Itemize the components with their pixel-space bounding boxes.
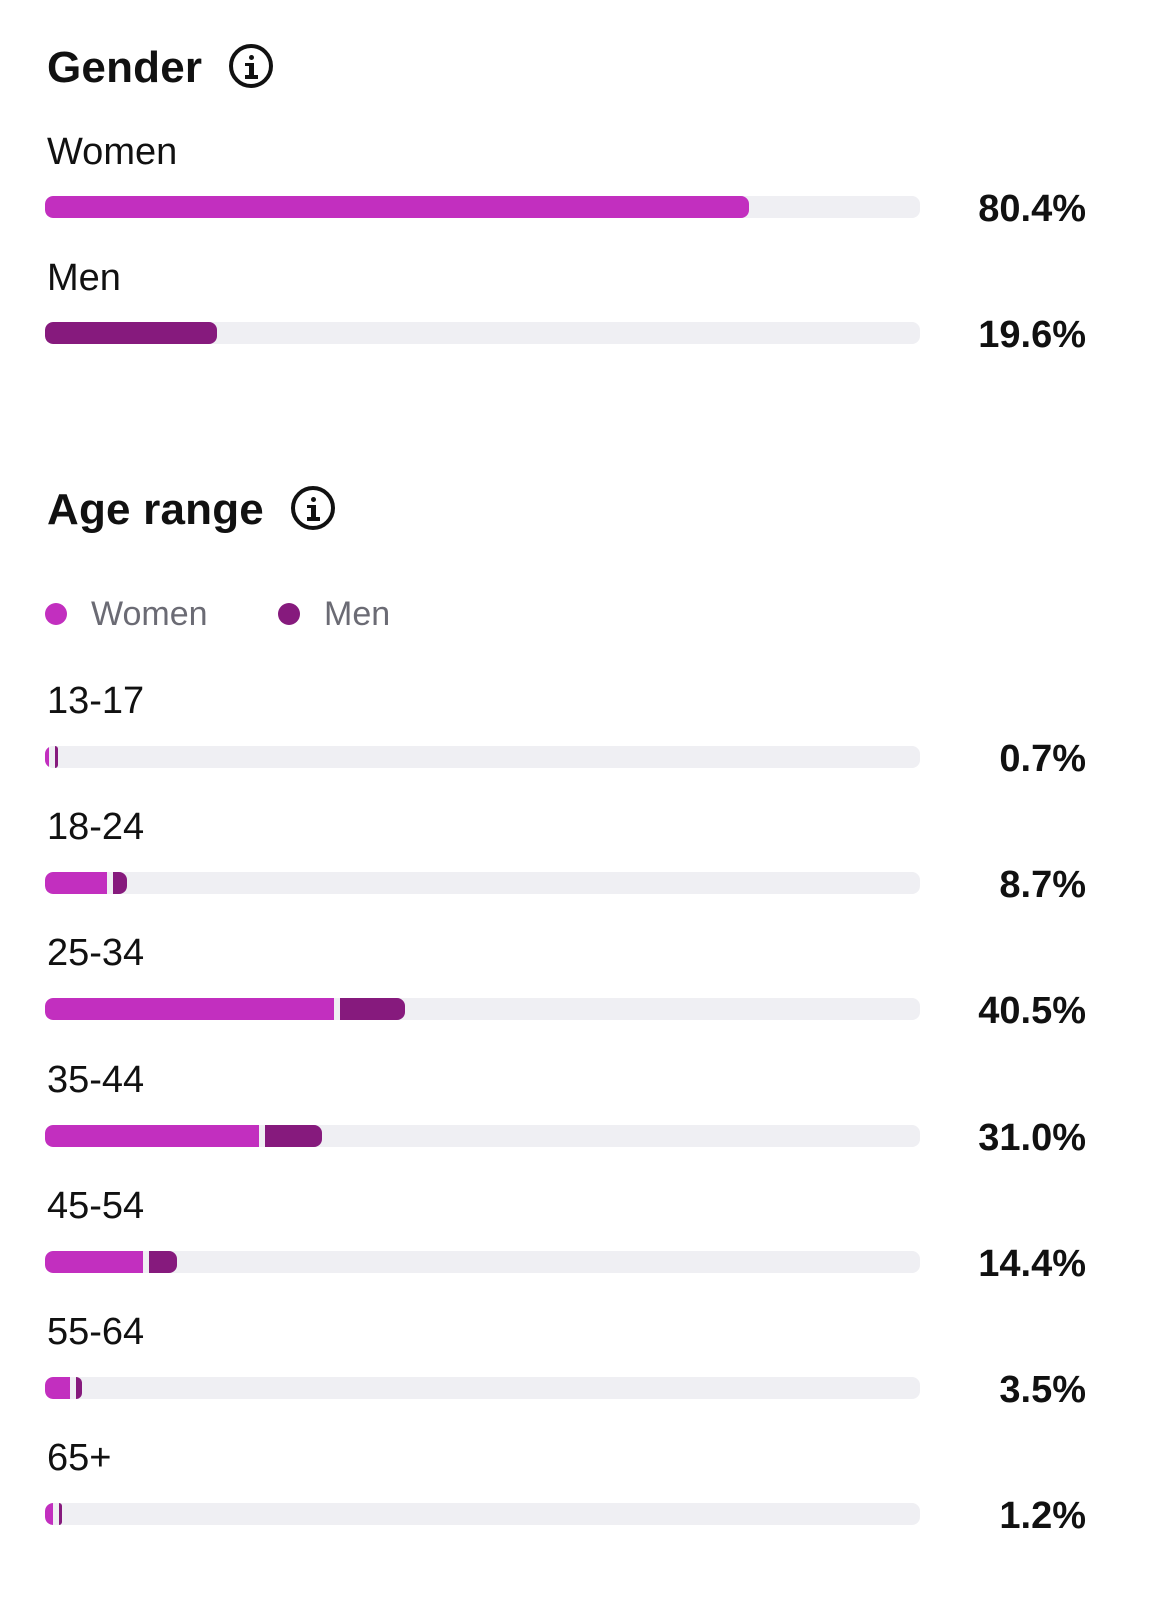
gender-label-men: Men	[47, 257, 121, 299]
age-label-25-34: 25-34	[47, 932, 145, 974]
age-bar-men-65plus	[58, 1503, 62, 1525]
age-bar-men-35-44	[264, 1125, 323, 1147]
age-bar-women-65plus	[45, 1503, 53, 1525]
age-label-35-44: 35-44	[47, 1059, 145, 1101]
age-label-18-24: 18-24	[47, 806, 145, 848]
age-bar-men-18-24	[113, 872, 128, 894]
legend-swatch-women	[45, 603, 67, 625]
age-range-title: Age range	[47, 485, 264, 534]
age-track-55-64	[45, 1377, 920, 1399]
age-label-13-17: 13-17	[47, 680, 145, 722]
age-value-45-54: 14.4%	[978, 1243, 1086, 1285]
age-bar-men-55-64	[75, 1377, 82, 1399]
gender-track-men	[45, 322, 920, 344]
age-bar-men-45-54	[149, 1251, 177, 1273]
age-track-13-17	[45, 746, 920, 768]
age-track-18-24	[45, 872, 920, 894]
gender-track-women	[45, 196, 920, 218]
age-bar-women-55-64	[45, 1377, 70, 1399]
age-label-45-54: 45-54	[47, 1185, 145, 1227]
age-bar-women-45-54	[45, 1251, 143, 1273]
age-bar-women-25-34	[45, 998, 334, 1020]
age-value-55-64: 3.5%	[999, 1369, 1086, 1411]
legend-swatch-men	[278, 603, 300, 625]
age-track-35-44	[45, 1125, 920, 1147]
legend-item-men: Men	[278, 596, 390, 632]
gender-label-women: Women	[47, 131, 178, 173]
age-bar-men-13-17	[55, 746, 59, 768]
age-range-info-icon[interactable]	[291, 486, 335, 530]
age-track-45-54	[45, 1251, 920, 1273]
age-value-13-17: 0.7%	[999, 738, 1086, 780]
gender-info-icon[interactable]	[229, 44, 273, 88]
age-bar-women-35-44	[45, 1125, 259, 1147]
age-label-55-64: 55-64	[47, 1311, 145, 1353]
legend-item-women: Women	[45, 596, 208, 632]
age-value-65plus: 1.2%	[999, 1495, 1086, 1537]
legend-label-men: Men	[324, 595, 391, 633]
age-label-65plus: 65+	[47, 1437, 112, 1479]
age-bar-men-25-34	[339, 998, 406, 1020]
legend-label-women: Women	[91, 595, 208, 633]
gender-value-men: 19.6%	[978, 314, 1086, 356]
gender-title: Gender	[47, 43, 203, 92]
age-track-65plus	[45, 1503, 920, 1525]
age-track-25-34	[45, 998, 920, 1020]
gender-bar-men	[45, 322, 217, 344]
age-value-35-44: 31.0%	[978, 1117, 1086, 1159]
age-bar-women-13-17	[45, 746, 50, 768]
age-value-25-34: 40.5%	[978, 990, 1086, 1032]
age-bar-women-18-24	[45, 872, 108, 894]
age-value-18-24: 8.7%	[999, 864, 1086, 906]
gender-bar-women	[45, 196, 749, 218]
gender-value-women: 80.4%	[978, 188, 1086, 230]
